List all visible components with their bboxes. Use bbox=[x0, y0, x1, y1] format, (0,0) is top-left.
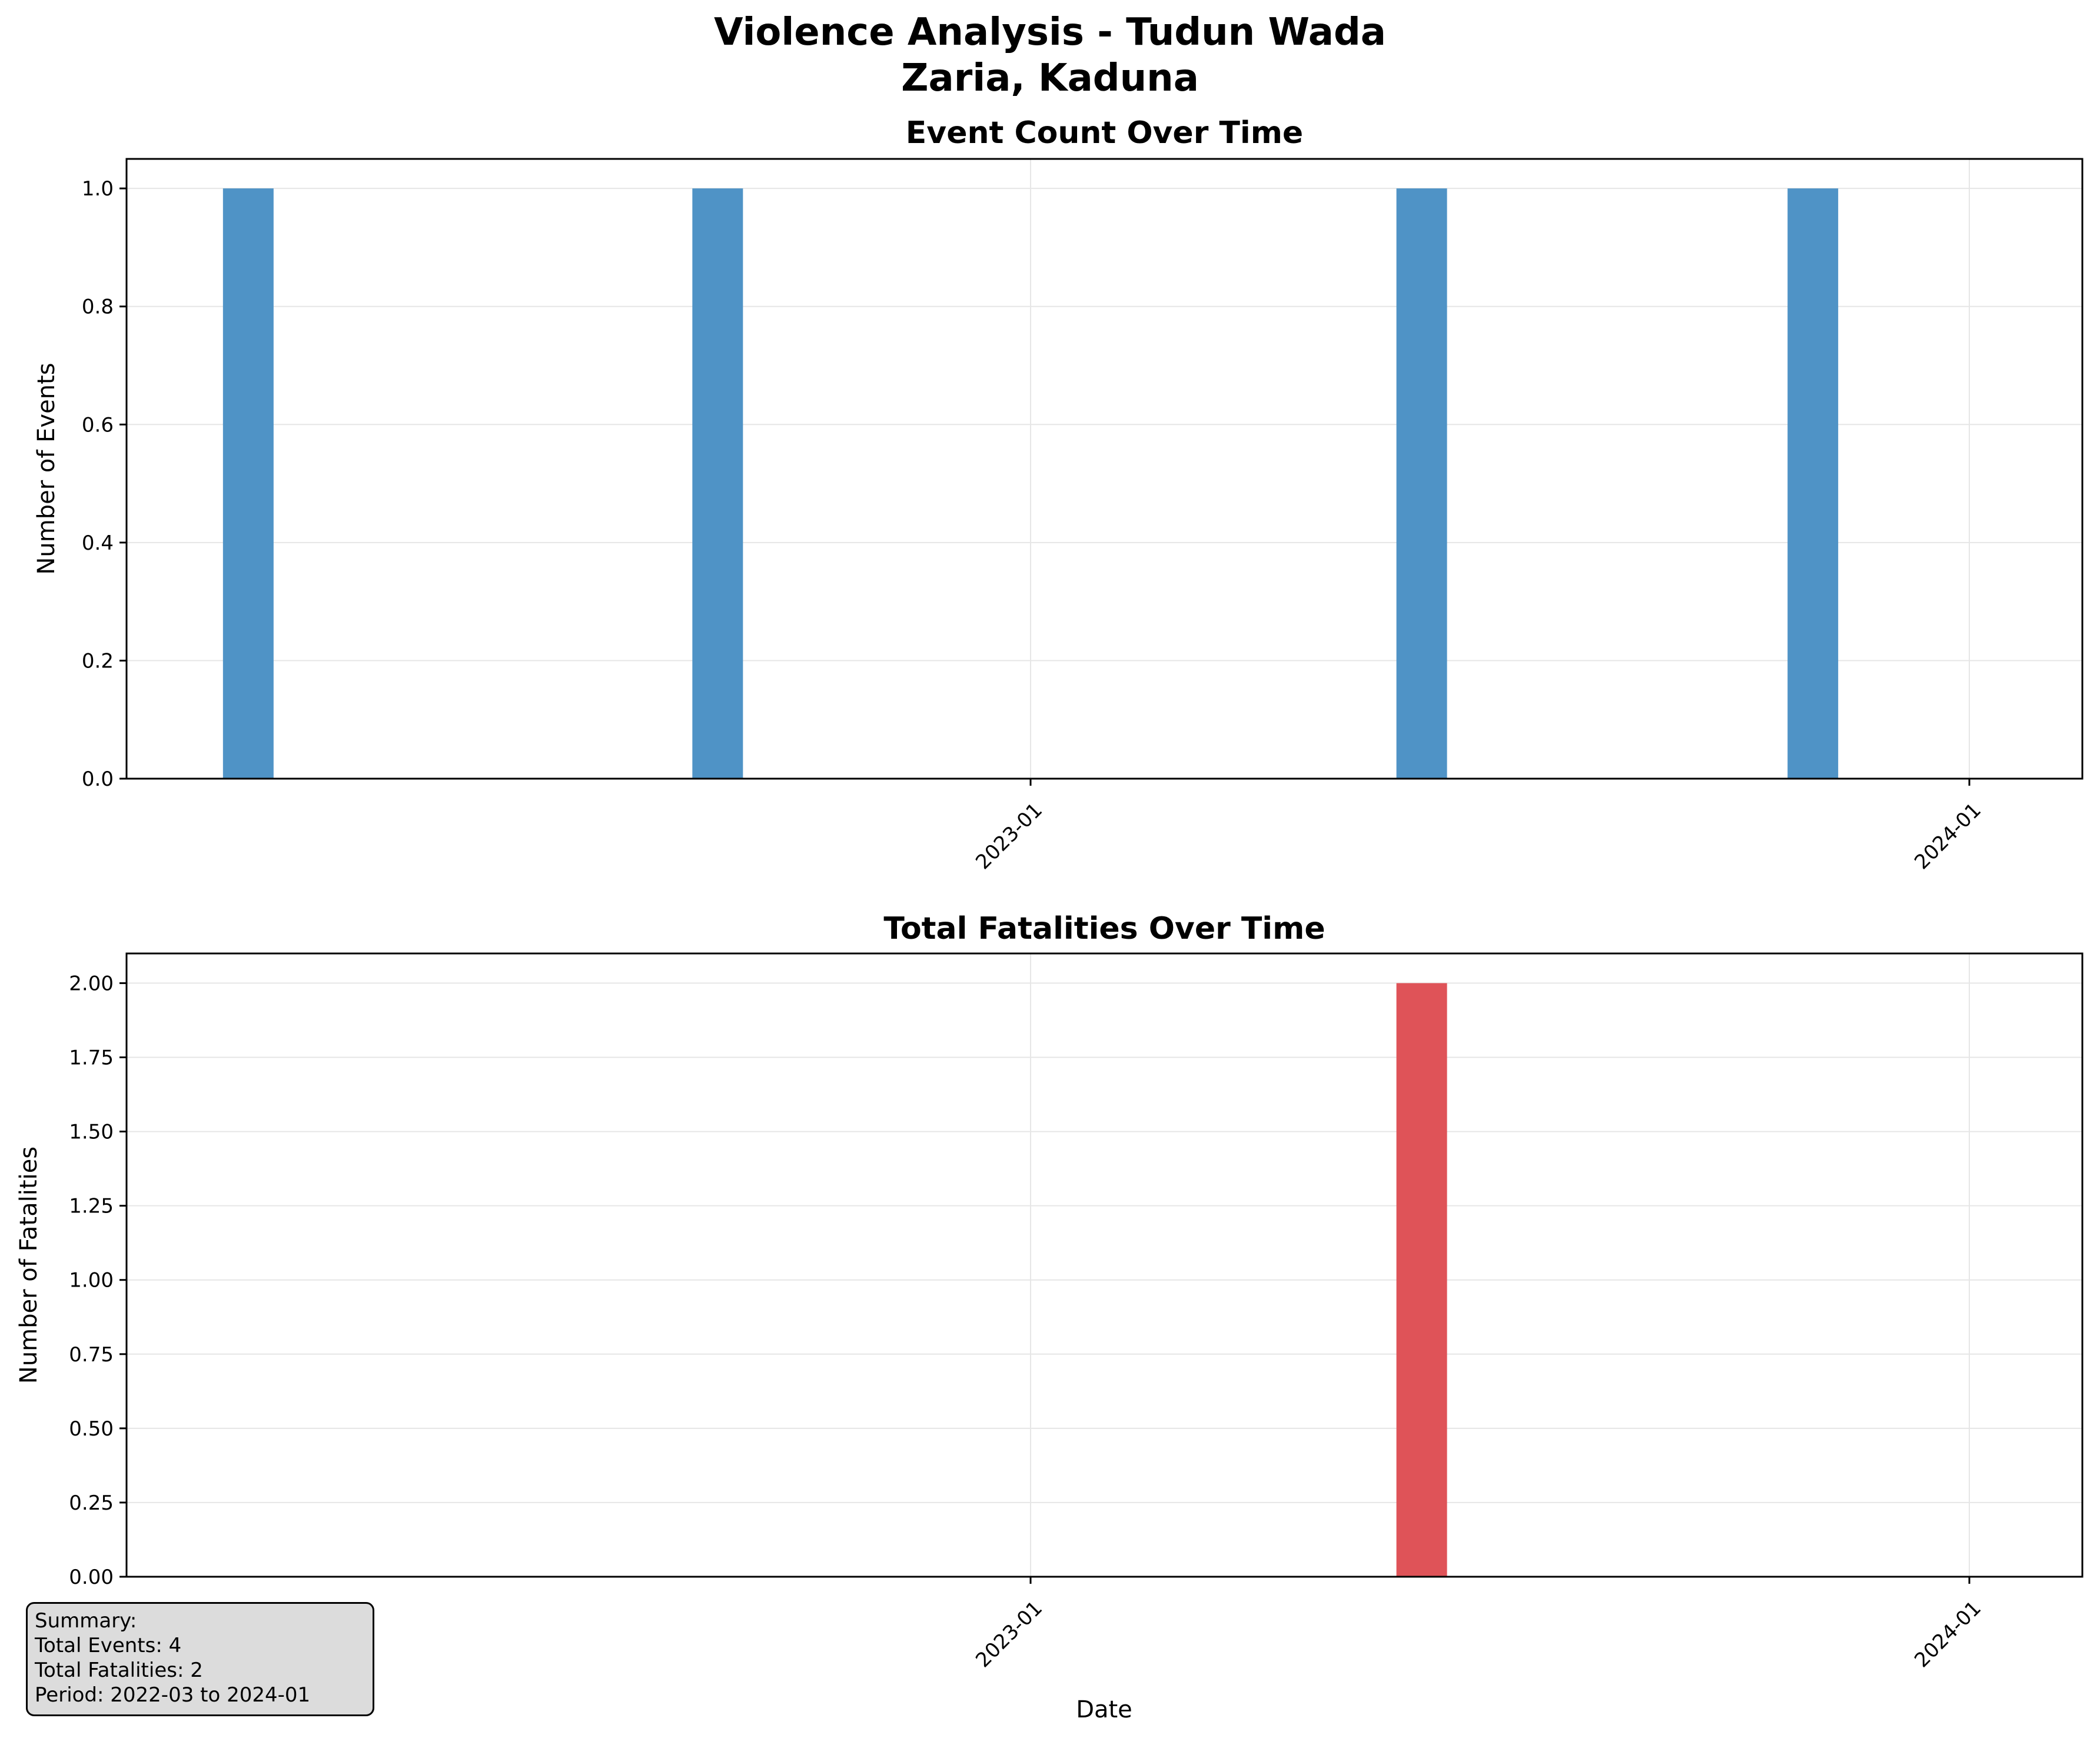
y-tick-label: 1.50 bbox=[69, 1121, 114, 1144]
bar bbox=[1396, 983, 1447, 1577]
y-tick-label: 0.50 bbox=[69, 1417, 114, 1441]
summary-total-events: Total Events: 4 bbox=[35, 1634, 182, 1657]
axes-frame bbox=[125, 158, 2084, 780]
x-axis-label: Date bbox=[1076, 1696, 1132, 1723]
y-tick-label: 1.0 bbox=[82, 177, 114, 201]
summary-period: Period: 2022-03 to 2024-01 bbox=[35, 1683, 311, 1707]
summary-heading: Summary: bbox=[35, 1609, 137, 1633]
suptitle-line-1: Violence Analysis - Tudun Wada bbox=[714, 11, 1386, 54]
x-tick-label: 2023-01 bbox=[971, 799, 1047, 875]
bar bbox=[1787, 188, 1839, 779]
y-tick-label: 0.6 bbox=[82, 413, 114, 437]
y-tick-label: 0.8 bbox=[82, 295, 114, 319]
y-tick-label: 1.00 bbox=[69, 1269, 114, 1292]
y-tick-label: 0.00 bbox=[69, 1566, 114, 1589]
axes-frame bbox=[125, 952, 2084, 1578]
x-tick-label: 2023-01 bbox=[971, 1597, 1047, 1673]
y-tick-label: 0.75 bbox=[69, 1343, 114, 1367]
y-axis-label: Number of Fatalities bbox=[15, 1147, 42, 1384]
x-tick-label: 2024-01 bbox=[1910, 799, 1986, 875]
suptitle-line-2: Zaria, Kaduna bbox=[901, 57, 1199, 100]
y-tick-label: 2.00 bbox=[69, 972, 114, 995]
y-tick-label: 0.2 bbox=[82, 649, 114, 673]
y-tick-label: 1.25 bbox=[69, 1195, 114, 1218]
y-tick-label: 0.25 bbox=[69, 1491, 114, 1515]
summary-box: Summary: Total Events: 4 Total Fatalitie… bbox=[26, 1602, 374, 1716]
y-tick-label: 0.0 bbox=[82, 767, 114, 791]
summary-total-fatalities: Total Fatalities: 2 bbox=[35, 1659, 203, 1682]
bar bbox=[1396, 188, 1447, 779]
chart-title: Total Fatalities Over Time bbox=[883, 911, 1325, 946]
y-tick-label: 1.75 bbox=[69, 1046, 114, 1070]
y-axis-label: Number of Events bbox=[33, 363, 60, 574]
fatalities-chart: 0.00 0.25 0.50 0.75 1.00 1.25 1.50 1.75 2.00 2023… bbox=[15, 911, 2084, 1723]
bar bbox=[692, 188, 743, 779]
bar bbox=[222, 188, 274, 779]
x-tick-label: 2024-01 bbox=[1910, 1597, 1986, 1673]
y-tick-label: 0.4 bbox=[82, 531, 114, 555]
chart-title: Event Count Over Time bbox=[906, 115, 1303, 151]
events-chart: 0.0 0.2 0.4 0.6 0.8 1.0 2023-01 2024-01 Event Co… bbox=[33, 115, 2084, 875]
